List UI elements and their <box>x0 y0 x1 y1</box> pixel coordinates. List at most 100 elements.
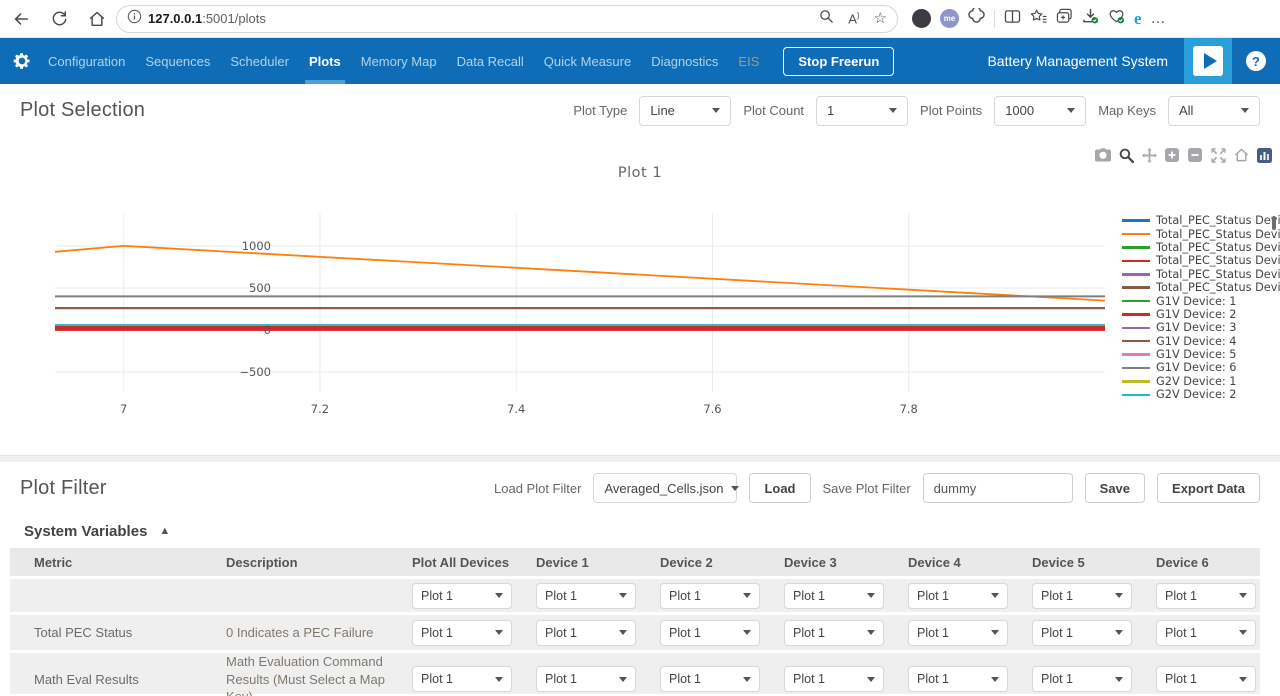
collapse-icon[interactable]: ▲ <box>159 525 170 537</box>
plot-select-dropdown[interactable]: Plot 1 <box>412 583 512 609</box>
filter-table: MetricDescriptionPlot All DevicesDevice … <box>0 548 1280 694</box>
help-icon[interactable]: ? <box>1246 51 1266 71</box>
legend-item[interactable]: G1V Device: 4 <box>1122 335 1274 348</box>
plot-select-dropdown[interactable]: Plot 1 <box>908 666 1008 692</box>
zoom-out-icon[interactable] <box>1187 147 1203 163</box>
favorite-star-icon[interactable]: ☆ <box>874 11 887 26</box>
downloads-icon[interactable] <box>1082 8 1099 29</box>
legend-item[interactable]: Total_PEC_Status Device: 3 <box>1122 241 1274 254</box>
extension-2-icon[interactable] <box>968 8 985 30</box>
plot-select-dropdown[interactable]: Plot 1 <box>1156 620 1256 646</box>
plot-select-dropdown[interactable]: Plot 1 <box>536 666 636 692</box>
plot-select-dropdown[interactable]: Plot 1 <box>660 583 760 609</box>
legend-item[interactable]: Total_PEC_Status Device: 1 <box>1122 214 1274 227</box>
legend-label: G1V Device: 4 <box>1156 335 1236 348</box>
plot-select-dropdown[interactable]: Plot 1 <box>1032 620 1132 646</box>
plot-select-dropdown[interactable]: Plot 1 <box>1032 583 1132 609</box>
plot-select-dropdown[interactable]: Plot 1 <box>412 620 512 646</box>
plot-select-dropdown[interactable]: Plot 1 <box>1156 666 1256 692</box>
legend-item[interactable]: G1V Device: 5 <box>1122 348 1274 361</box>
plot-canvas[interactable] <box>55 213 1105 392</box>
plot-select-dropdown[interactable]: Plot 1 <box>784 666 884 692</box>
legend-item[interactable]: Total_PEC_Status Device: 4 <box>1122 254 1274 267</box>
camera-icon[interactable] <box>1095 147 1111 163</box>
plot-select-dropdown[interactable]: Plot 1 <box>784 583 884 609</box>
collections-icon[interactable] <box>1056 8 1073 29</box>
search-icon[interactable] <box>819 9 834 29</box>
stop-freerun-button[interactable]: Stop Freerun <box>783 47 894 76</box>
legend-line-swatch <box>1122 327 1150 330</box>
profile-avatar[interactable]: me <box>940 9 959 28</box>
legend-item[interactable]: Total_PEC_Status Device: 6 <box>1122 281 1274 294</box>
plot-count-dropdown[interactable]: 1 <box>816 96 908 126</box>
nav-item-data-recall[interactable]: Data Recall <box>447 38 534 84</box>
back-icon[interactable] <box>6 4 36 34</box>
legend-item[interactable]: G2V Device: 1 <box>1122 375 1274 388</box>
legend-item[interactable]: G1V Device: 3 <box>1122 321 1274 334</box>
plot-area[interactable] <box>55 213 1105 392</box>
plot-select-dropdown[interactable]: Plot 1 <box>660 620 760 646</box>
zoom-tool-icon[interactable] <box>1118 147 1134 163</box>
browser-menu-icon[interactable]: … <box>1151 11 1166 26</box>
legend-item[interactable]: G1V Device: 6 <box>1122 361 1274 374</box>
nav-item-configuration[interactable]: Configuration <box>38 38 135 84</box>
nav-item-diagnostics[interactable]: Diagnostics <box>641 38 728 84</box>
save-filter-input[interactable] <box>923 473 1073 503</box>
device-plot-cell: Plot 1 <box>908 620 1032 646</box>
nav-item-sequences[interactable]: Sequences <box>135 38 220 84</box>
plot-select-dropdown[interactable]: Plot 1 <box>536 620 636 646</box>
legend-item[interactable]: Total_PEC_Status Device: 5 <box>1122 268 1274 281</box>
save-button[interactable]: Save <box>1085 473 1145 503</box>
chevron-down-icon <box>731 486 739 491</box>
home-icon[interactable] <box>82 4 112 34</box>
split-screen-icon[interactable] <box>1004 9 1021 29</box>
plot-type-dropdown[interactable]: Line <box>639 96 731 126</box>
address-bar[interactable]: 127.0.0.1:5001/plots A) ☆ <box>116 5 898 33</box>
gear-icon[interactable] <box>12 51 32 71</box>
refresh-icon[interactable] <box>44 4 74 34</box>
pan-tool-icon[interactable] <box>1141 147 1157 163</box>
plot-select-dropdown[interactable]: Plot 1 <box>908 620 1008 646</box>
divider <box>994 10 995 28</box>
load-filter-dropdown[interactable]: Averaged_Cells.json <box>593 473 737 503</box>
reset-axes-home-icon[interactable] <box>1233 147 1249 163</box>
zoom-in-icon[interactable] <box>1164 147 1180 163</box>
device-plot-cell: Plot 1 <box>1156 620 1280 646</box>
edge-logo-icon[interactable]: e <box>1134 9 1142 29</box>
nav-item-quick-measure[interactable]: Quick Measure <box>534 38 641 84</box>
legend-item[interactable]: G2V Device: 2 <box>1122 388 1274 401</box>
nav-item-scheduler[interactable]: Scheduler <box>220 38 299 84</box>
browser-essentials-icon[interactable] <box>1108 8 1125 29</box>
plot-select-dropdown[interactable]: Plot 1 <box>412 666 512 692</box>
plot-select-dropdown[interactable]: Plot 1 <box>784 620 884 646</box>
legend-line-swatch <box>1122 286 1150 289</box>
legend-item[interactable]: G1V Device: 1 <box>1122 294 1274 307</box>
plot-points-dropdown[interactable]: 1000 <box>994 96 1086 126</box>
plot-select-dropdown[interactable]: Plot 1 <box>1156 583 1256 609</box>
favorites-icon[interactable] <box>1030 8 1047 29</box>
autoscale-icon[interactable] <box>1210 147 1226 163</box>
plot-select-dropdown[interactable]: Plot 1 <box>1032 666 1132 692</box>
map-keys-dropdown[interactable]: All <box>1168 96 1260 126</box>
export-data-button[interactable]: Export Data <box>1157 473 1260 503</box>
column-header: Description <box>226 555 412 570</box>
nav-item-memory-map[interactable]: Memory Map <box>351 38 447 84</box>
load-button[interactable]: Load <box>749 473 810 503</box>
column-header: Device 6 <box>1156 555 1280 570</box>
site-info-icon[interactable] <box>127 9 142 29</box>
extension-icon[interactable] <box>912 9 931 28</box>
run-logo-button[interactable] <box>1184 38 1232 84</box>
device-plot-cell: Plot 1 <box>660 583 784 609</box>
legend-item[interactable]: Total_PEC_Status Device: 2 <box>1122 227 1274 240</box>
chevron-down-icon <box>867 677 875 682</box>
legend-scrollbar[interactable] <box>1272 216 1276 230</box>
legend-item[interactable]: G1V Device: 2 <box>1122 308 1274 321</box>
plot-select-dropdown[interactable]: Plot 1 <box>908 583 1008 609</box>
plotly-logo-icon[interactable] <box>1256 147 1272 163</box>
plot-select-dropdown[interactable]: Plot 1 <box>536 583 636 609</box>
nav-item-plots[interactable]: Plots <box>299 38 351 84</box>
device-plot-cell: Plot 1 <box>784 666 908 692</box>
plot-select-dropdown[interactable]: Plot 1 <box>660 666 760 692</box>
url-text[interactable]: 127.0.0.1:5001/plots <box>148 11 819 26</box>
read-aloud-icon[interactable]: A) <box>848 11 859 26</box>
